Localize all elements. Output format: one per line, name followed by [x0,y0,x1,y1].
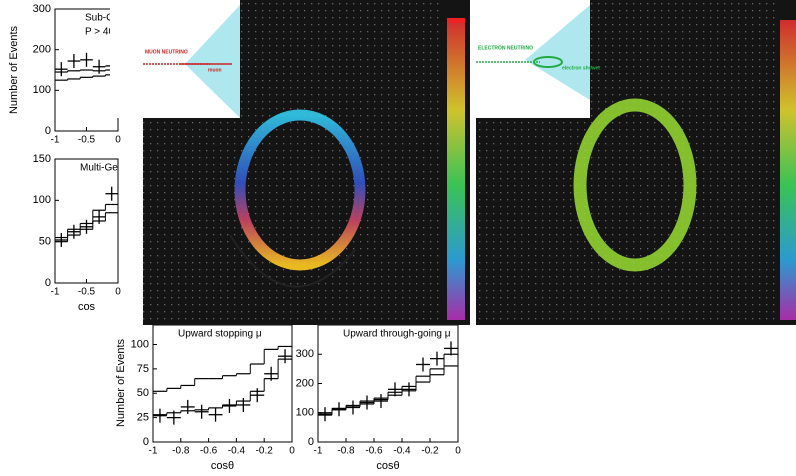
chart-title: Multi-Ge [80,163,118,174]
y-tick-label: 0 [308,436,314,448]
data-point [430,351,444,366]
data-point [402,382,416,397]
x-axis-label: cos [78,301,96,313]
data-point [444,341,458,356]
data-point [264,366,279,381]
x-tick-label: 0 [289,446,295,457]
y-tick-label: 150 [33,153,51,165]
data-point [194,404,209,419]
particle-label: electron shower [562,65,600,71]
x-tick-label: -1 [314,446,323,457]
x-tick-label: -0.6 [200,446,218,457]
x-tick-label: -0.8 [172,446,190,457]
data-point [180,399,195,414]
y-tick-label: 200 [296,377,314,389]
event-displays: MUON NEUTRINO muon ELECTRON NEUTRINO ele… [110,0,796,325]
data-point [360,395,374,410]
x-tick-label: 0 [115,135,121,146]
y-tick-label: 0 [143,436,149,448]
y-tick-label: 0 [45,277,51,289]
image-label: MUON NEUTRINO [145,49,188,55]
chart: 0 25 50 75 100 -1 -0.8 -0.6 -0.4 -0.2 0 Upward stop… [115,324,295,472]
chart: 0 50 100 150 -1 -0.5 0 Multi-Ge cos [33,153,122,313]
x-tick-label: -0.4 [228,446,246,457]
data-point [250,388,265,403]
y-axis-label: Number of Events [8,25,20,114]
x-tick-label: -0.4 [393,446,411,457]
data-point [222,398,237,413]
x-axis-label: cosθ [211,460,234,472]
x-tick-label: -0.2 [421,446,439,457]
data-point [80,52,93,67]
chart-title: Sub-Ge [85,13,120,24]
charts: 0 100 200 300 -1 -0.5 0 Sub-Ge P > 400 Number of … [8,3,461,472]
x-tick-label: -0.6 [365,446,383,457]
data-point [346,400,360,415]
y-axis-label: Number of Events [115,338,127,427]
x-tick-label: -0.2 [256,446,274,457]
y-tick-label: 200 [33,44,51,56]
data-point [166,410,181,425]
data-point [318,407,332,422]
chart-title: Upward stopping μ [178,329,262,340]
data-point [67,54,81,69]
y-tick-label: 100 [131,338,149,350]
y-tick-label: 100 [33,194,51,206]
x-tick-label: -1 [149,446,158,457]
x-axis-label: cosθ [376,460,399,472]
y-tick-label: 100 [33,84,51,96]
data-point [80,219,93,234]
y-tick-label: 0 [45,125,51,137]
x-tick-label: -0.5 [78,135,96,146]
data-point [92,209,106,224]
x-tick-label: 0 [115,287,121,298]
electron-event-display: ELECTRON NEUTRINO electron shower [476,0,796,325]
x-tick-label: -0.5 [78,287,96,298]
y-tick-label: 50 [137,387,149,399]
y-tick-label: 300 [296,348,314,360]
data-point [236,397,251,412]
chart: 0 100 200 300 -1 -0.8 -0.6 -0.4 -0.2 0 Upward thro… [296,324,461,472]
data-point [208,407,223,422]
chart-subtitle: P > 400 [85,27,120,38]
chart-title: Upward through-going μ [343,329,451,340]
data-point [67,224,81,239]
plot-frame [317,324,459,443]
particle-label: muon [208,67,222,73]
data-point [416,357,430,372]
x-tick-label: -0.8 [337,446,355,457]
data-point [332,402,346,417]
data-point [278,349,292,364]
image-label: ELECTRON NEUTRINO [478,45,533,51]
data-point [92,59,106,74]
data-point [55,233,68,248]
data-point [55,62,68,77]
y-tick-label: 100 [296,407,314,419]
x-tick-label: -1 [51,287,60,298]
y-tick-label: 50 [39,236,51,248]
data-point [105,186,118,201]
y-tick-label: 300 [33,3,51,15]
y-tick-label: 75 [137,363,149,375]
data-point [153,408,167,423]
data-point [388,382,402,397]
y-tick-label: 25 [137,412,149,424]
data-point [374,394,388,409]
chart: 0 100 200 300 -1 -0.5 0 Sub-Ge P > 400 Number of … [8,3,121,146]
x-tick-label: 0 [455,446,461,457]
muon-event-display: MUON NEUTRINO muon [110,0,470,325]
x-tick-label: -1 [51,135,60,146]
